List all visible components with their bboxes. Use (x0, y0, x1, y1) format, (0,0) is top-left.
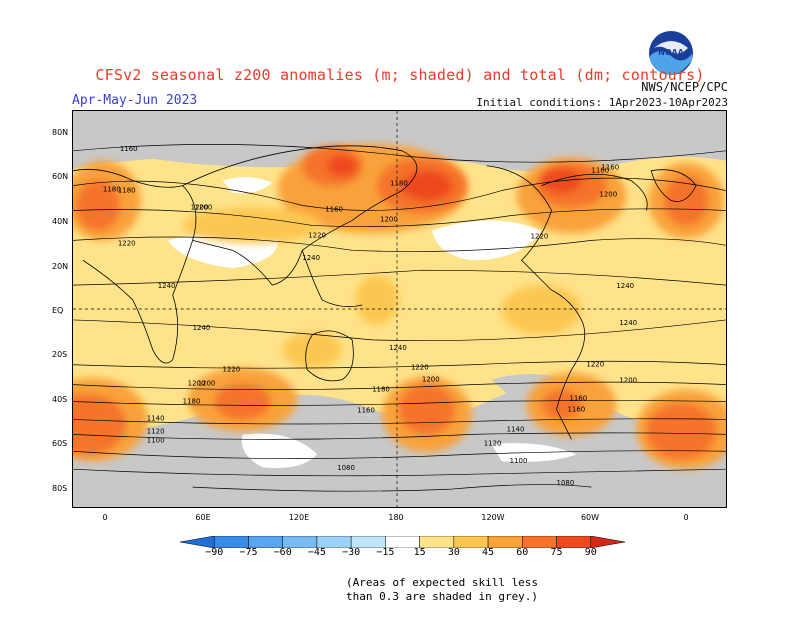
latitude-label: EQ (52, 306, 64, 315)
colorbar-label: 75 (550, 547, 563, 558)
contour-value-label: 1240 (619, 319, 637, 327)
contour-value-label: 1160 (591, 167, 609, 175)
contour-value-label: 1240 (302, 254, 320, 262)
latitude-label: 80N (52, 128, 69, 137)
contour-value-label: 1200 (422, 376, 440, 384)
contour-value-label: 1220 (531, 232, 549, 240)
contour-value-label: 1140 (507, 425, 525, 433)
colorbar-label: −30 (342, 547, 361, 558)
contour-value-label: 1100 (510, 457, 528, 465)
noaa-logo: NOAA (649, 31, 693, 75)
positive-anomaly-blobs (73, 143, 726, 470)
longitude-label: 60W (580, 513, 600, 522)
contour-value-label: 1160 (601, 164, 619, 172)
contour-value-label: 1220 (223, 366, 241, 374)
longitude-label: 0 (683, 513, 689, 522)
reference-gridlines (73, 111, 726, 507)
latitude-label: 40N (52, 217, 69, 226)
agency-label: NWS/NCEP/CPC (641, 80, 728, 94)
contour-value-label: 1180 (103, 186, 121, 194)
contour-value-label: 1220 (308, 231, 326, 239)
colorbar-swatch (590, 536, 625, 548)
contour-value-label: 1160 (120, 145, 138, 153)
contour-value-label: 1200 (198, 380, 216, 388)
contour-value-label: 1220 (411, 364, 429, 372)
longitude-label: 180 (388, 513, 404, 522)
footnote-line-2: than 0.3 are shaded in grey.) (346, 590, 539, 603)
colorbar-label: 45 (482, 547, 495, 558)
contour-value-label: 1180 (372, 386, 390, 394)
contour-value-label: 1240 (616, 282, 634, 290)
contour-value-label: 1200 (619, 377, 637, 385)
latitude-label: 20S (52, 350, 68, 359)
contour-value-label: 1200 (195, 204, 213, 212)
contour-value-label: 1100 (147, 436, 165, 444)
contour-value-label: 1080 (337, 464, 355, 472)
contour-value-label: 1080 (557, 479, 575, 487)
contour-value-label: 1180 (390, 180, 408, 188)
initial-conditions-label: Initial conditions: 1Apr2023-10Apr2023 (476, 96, 728, 109)
colorbar (180, 536, 625, 548)
longitude-label: 0 (102, 513, 108, 522)
colorbar-label: 90 (584, 547, 597, 558)
latitude-label: 80S (52, 484, 68, 493)
contour-value-label: 1240 (193, 324, 211, 332)
longitude-label: 120E (288, 513, 310, 522)
latitude-label: 60S (52, 439, 68, 448)
latitude-label: 20N (52, 262, 69, 271)
colorbar-label: −90 (205, 547, 224, 558)
contour-value-label: 1220 (586, 361, 604, 369)
colorbar-label: −60 (273, 547, 292, 558)
contour-value-label: 1160 (325, 205, 343, 213)
season-label: Apr-May-Jun 2023 (72, 93, 198, 108)
chart-title: CFSv2 seasonal z200 anomalies (m; shaded… (95, 66, 705, 84)
colorbar-label: 30 (447, 547, 460, 558)
colorbar-label: −75 (239, 547, 258, 558)
contour-value-label: 1120 (147, 427, 165, 435)
colorbar-label: 15 (413, 547, 426, 558)
longitude-label: 60E (195, 513, 211, 522)
height-contours (73, 144, 726, 492)
skill-footnote: (Areas of expected skill less than 0.3 a… (346, 576, 538, 604)
latitude-label: 40S (52, 395, 68, 404)
contour-value-label: 1200 (599, 191, 617, 199)
contour-value-label: 1120 (484, 439, 502, 447)
contour-value-label: 1180 (118, 187, 136, 195)
contour-value-label: 1240 (158, 282, 176, 290)
svg-text:NOAA: NOAA (658, 48, 684, 57)
contour-value-label: 1200 (380, 215, 398, 223)
latitude-label: 60N (52, 172, 69, 181)
contour-value-label: 1200 (188, 380, 206, 388)
footnote-line-1: (Areas of expected skill less (346, 576, 539, 589)
coastlines (73, 145, 697, 440)
contour-value-label: 1180 (183, 398, 201, 406)
colorbar-label: 60 (516, 547, 529, 558)
colorbar-label: −15 (376, 547, 395, 558)
contour-value-label: 1220 (118, 239, 136, 247)
colorbar-label: −45 (307, 547, 326, 558)
contour-value-label: 1160 (569, 395, 587, 403)
contour-value-label: 1160 (357, 406, 375, 414)
contour-value-label: 1140 (147, 414, 165, 422)
contour-value-label: 1240 (389, 344, 407, 352)
contour-value-label: 1160 (567, 405, 585, 413)
contour-value-label: 1200 (191, 204, 209, 212)
longitude-label: 120W (481, 513, 505, 522)
